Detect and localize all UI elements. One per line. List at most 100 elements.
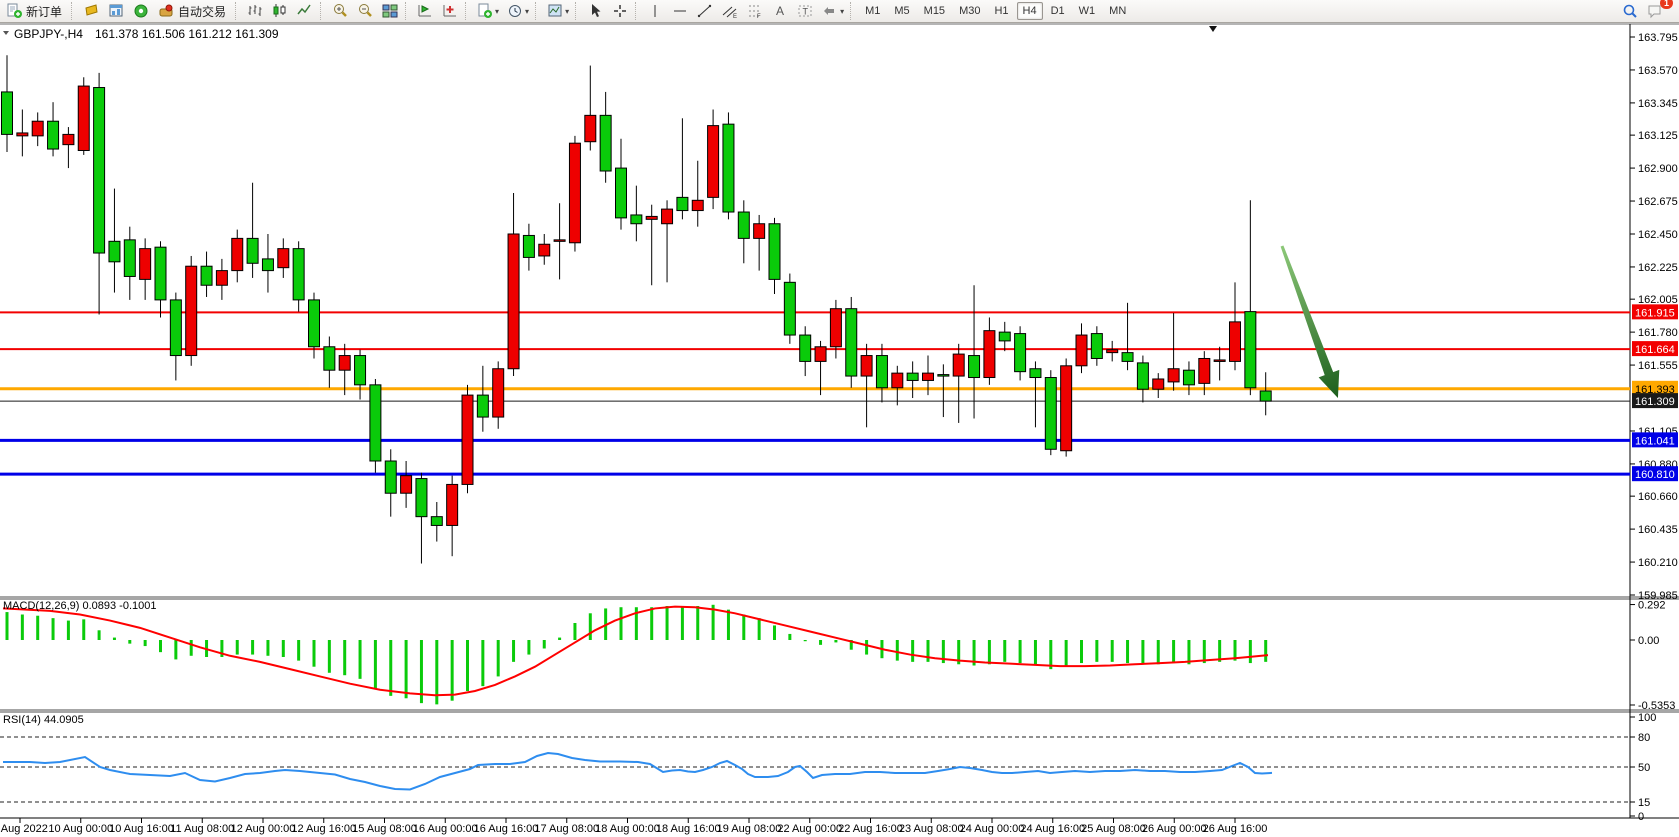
timeframe-h1-button[interactable]: H1 <box>994 5 1009 17</box>
candle <box>47 120 60 150</box>
price-level-badge <box>1632 380 1678 396</box>
candle <box>31 120 44 137</box>
autotrade-button[interactable]: 自动交易 <box>155 0 232 22</box>
symbols-icon <box>85 4 98 16</box>
price-level-badge <box>1632 393 1678 409</box>
timeframe-h4-button[interactable]: H4 <box>1016 2 1043 20</box>
candle <box>768 223 781 280</box>
candle <box>62 133 75 146</box>
candle <box>476 394 489 418</box>
notifications-button[interactable]: 1 <box>1644 0 1673 22</box>
toolbar-separator <box>575 2 581 20</box>
candle <box>308 299 320 348</box>
time-tick-label: 16 Aug 00:00 <box>413 823 478 835</box>
text-button[interactable]: A <box>769 0 792 22</box>
text-label-button[interactable]: T <box>794 0 817 22</box>
price-tick-label: 163.795 <box>1638 32 1678 44</box>
candle <box>292 248 305 301</box>
rsi-tick-label: 50 <box>1638 762 1650 774</box>
search-icon <box>1623 4 1637 18</box>
candle <box>1136 362 1149 390</box>
toolbar-separator <box>465 2 471 20</box>
price-tick-label: 163.345 <box>1638 98 1678 110</box>
timeframe-m5-button[interactable]: M5 <box>894 5 910 17</box>
timeframe-m1-button[interactable]: M1 <box>865 5 881 17</box>
candle <box>676 196 689 212</box>
template-dropdown[interactable]: ▾ <box>544 0 572 22</box>
candle <box>1014 333 1027 373</box>
trendline-button[interactable] <box>694 0 717 22</box>
candle <box>400 475 413 494</box>
candle <box>215 270 228 286</box>
channel-button[interactable]: E <box>719 0 742 22</box>
crosshair-button[interactable] <box>609 0 632 22</box>
rsi-tick-label: 0 <box>1638 811 1644 823</box>
candle <box>1075 334 1088 367</box>
candle <box>108 240 121 263</box>
zoom-out-button[interactable] <box>354 0 377 22</box>
macd-tick-label: 0.292 <box>1638 600 1666 612</box>
candle <box>722 123 735 213</box>
navigator-button[interactable] <box>130 0 153 22</box>
candle <box>891 372 904 389</box>
line-chart-icon <box>297 4 311 15</box>
chevron-down-icon: ▾ <box>565 6 570 16</box>
candle-chart-button[interactable] <box>269 0 292 22</box>
macd-title: MACD(12,26,9) 0.0893 -0.1001 <box>3 600 156 612</box>
horizontal-line-button[interactable] <box>669 0 692 22</box>
macd-tick-label: -0.5353 <box>1638 700 1675 712</box>
chart-shift-button[interactable] <box>414 0 437 22</box>
crosshair-icon <box>614 5 627 17</box>
candle <box>369 384 382 462</box>
candle <box>1213 359 1226 362</box>
timeframe-m30-button[interactable]: M30 <box>959 5 981 17</box>
fibonacci-button[interactable]: F <box>744 0 767 22</box>
market-watch-button[interactable] <box>105 0 128 22</box>
macd-signal-line <box>2 605 1269 697</box>
timeframe-m15-button[interactable]: M15 <box>923 5 946 17</box>
candle <box>522 234 535 258</box>
candle <box>630 214 643 225</box>
auto-scroll-button[interactable] <box>439 0 462 22</box>
candle <box>737 211 750 239</box>
zoom-in-button[interactable] <box>329 0 352 22</box>
candle <box>1044 377 1057 450</box>
periods-dropdown[interactable]: ▾ <box>504 0 532 22</box>
candle <box>707 125 720 198</box>
price-level-badge-label: 160.810 <box>1635 469 1675 481</box>
vertical-line-button[interactable] <box>644 0 667 22</box>
line-chart-button[interactable] <box>294 0 317 22</box>
auto-scroll-icon <box>443 5 457 17</box>
rsi-tick-label: 100 <box>1638 712 1656 724</box>
time-tick-label: 23 Aug 08:00 <box>899 823 964 835</box>
add-indicator-dropdown[interactable]: ▾ <box>474 0 502 22</box>
tile-windows-button[interactable] <box>379 0 402 22</box>
candle <box>415 478 428 518</box>
timeframe-w1-button[interactable]: W1 <box>1078 5 1096 17</box>
candle <box>354 355 367 386</box>
timeframe-mn-button[interactable]: MN <box>1109 5 1127 17</box>
new-order-button-label: 新订单 <box>26 4 63 19</box>
down-arrow-annotation[interactable] <box>1272 242 1349 402</box>
chevron-down-icon: ▾ <box>840 6 845 16</box>
time-tick-label: 15 Aug 08:00 <box>352 823 417 835</box>
time-tick-label: 24 Aug 16:00 <box>1020 823 1085 835</box>
cursor-button[interactable] <box>584 0 607 22</box>
search-button[interactable] <box>1619 0 1642 22</box>
timeframe-d1-button[interactable]: D1 <box>1050 5 1065 17</box>
price-tick-label: 161.780 <box>1638 327 1678 339</box>
price-tick-label: 163.570 <box>1638 65 1678 77</box>
candle <box>1198 357 1211 384</box>
chart-menu-icon[interactable] <box>3 31 9 35</box>
symbols-button[interactable] <box>80 0 103 22</box>
candle-chart-icon <box>273 4 286 17</box>
time-tick-label: 17 Aug 08:00 <box>534 823 599 835</box>
shapes-dropdown[interactable]: ▾ <box>819 0 847 22</box>
toolbar-separator <box>235 2 241 20</box>
new-order-button[interactable]: 新订单 <box>3 0 68 22</box>
time-tick-label: 18 Aug 16:00 <box>656 823 721 835</box>
chat-icon <box>1648 5 1661 19</box>
bar-chart-button[interactable] <box>244 0 267 22</box>
candle <box>968 355 981 379</box>
